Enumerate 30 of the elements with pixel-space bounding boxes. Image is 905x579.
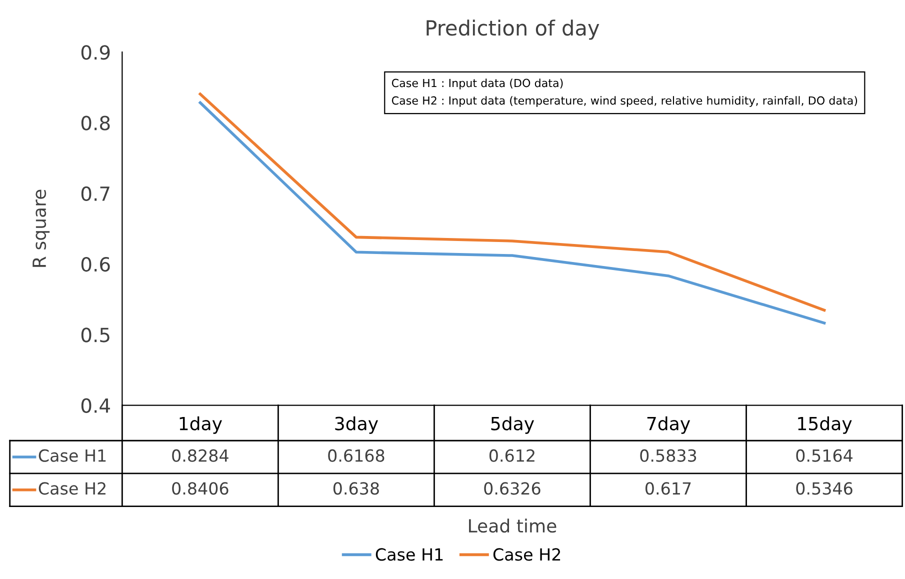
y-tick-label: 0.6 <box>81 256 110 272</box>
data-label: 0.612 <box>489 449 534 462</box>
data-label: 0.6168 <box>328 449 384 462</box>
y-tick-label: 0.5 <box>81 328 110 342</box>
data-label: 0.5833 <box>640 449 696 462</box>
data-label: 0.8284 <box>172 449 228 462</box>
x-tick-label: 5day <box>491 416 534 434</box>
y-tick-label: 0.7 <box>81 186 110 202</box>
data-label: 0.638 <box>333 482 379 495</box>
x-tick-label: 15day <box>798 416 852 434</box>
y-tick-label: 0.9 <box>81 45 110 60</box>
data-label: 0.8406 <box>172 482 228 495</box>
x-tick-label: 1day <box>180 416 222 434</box>
data-label: 0.6326 <box>484 482 540 495</box>
data-label: 0.5164 <box>796 449 852 462</box>
y-axis-title: R square <box>32 190 50 267</box>
data-label: 0.617 <box>645 482 691 495</box>
legend-label: Case H1 <box>38 449 106 462</box>
legend-label: Case H2 <box>38 482 106 495</box>
x-tick-label: 3day <box>335 416 378 434</box>
annotation: Case H1 : Input data (DO data) <box>392 78 563 90</box>
annotation: Case H2 : Input data (temperature, wind speed, relative humidity, rainfall, DO data) <box>392 96 858 107</box>
chart-title: Prediction of day <box>426 20 600 40</box>
text: Case H1 <box>376 548 443 561</box>
x-axis-title: Lead time <box>469 518 556 533</box>
x-tick-label: 7day <box>647 416 690 434</box>
data-label: 0.5346 <box>796 482 852 495</box>
y-tick-label: 0.4 <box>81 398 110 413</box>
text: Case H2 <box>493 548 560 561</box>
y-tick-label: 0.8 <box>81 116 110 130</box>
